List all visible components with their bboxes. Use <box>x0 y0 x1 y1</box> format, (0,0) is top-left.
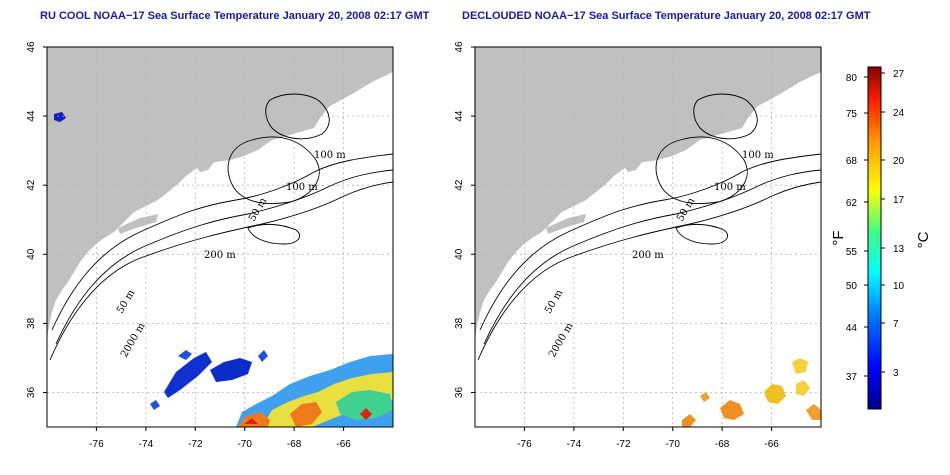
left-sst-green-region <box>336 390 393 420</box>
right-panel-title: DECLOUDED NOAA−17 Sea Surface Temperatur… <box>462 10 871 22</box>
right-sst-pixels <box>682 358 821 427</box>
left-y-tick-label: 38 <box>26 317 37 329</box>
fahrenheit-tick-label: 55 <box>846 247 858 258</box>
left-y-ticks <box>43 46 47 393</box>
left-cape-cod <box>196 158 214 172</box>
left-y-tick-label: 44 <box>26 110 37 122</box>
celsius-axis-label: °C <box>915 231 932 248</box>
right-contour-label-200m: 200 m <box>632 250 664 261</box>
right-y-ticks <box>471 46 475 393</box>
right-sst-yellow-patch-2 <box>792 358 810 396</box>
left-y-tick-label: 42 <box>26 179 37 191</box>
left-y-tick-labels: 46 44 42 40 38 36 <box>26 41 37 398</box>
right-y-tick-label: 42 <box>454 179 465 191</box>
left-x-ticks <box>95 427 345 431</box>
right-contour-label-100m-north: 100 m <box>742 150 774 161</box>
right-long-island <box>546 214 586 234</box>
left-x-tick-label: -68 <box>287 439 302 450</box>
right-x-tick-labels: -76 -74 -72 -70 -68 -66 <box>517 439 779 450</box>
left-bathymetry-contours <box>49 93 393 361</box>
right-x-tick-label: -76 <box>517 439 532 450</box>
left-x-tick-label: -72 <box>188 439 203 450</box>
left-x-tick-labels: -76 -74 -72 -70 -68 -66 <box>89 439 351 450</box>
right-y-tick-label: 38 <box>454 317 465 329</box>
left-y-tick-label: 36 <box>26 387 37 399</box>
right-y-tick-label: 46 <box>454 41 465 53</box>
right-x-tick-label: -74 <box>567 439 582 450</box>
left-y-tick-label: 40 <box>26 248 37 260</box>
celsius-tick-label: 20 <box>893 156 905 167</box>
right-land <box>475 47 821 340</box>
left-long-island <box>118 214 158 234</box>
left-sst-blue-band-1 <box>164 352 212 398</box>
right-x-tick-label: -68 <box>715 439 730 450</box>
right-y-tick-labels: 46 44 42 40 38 36 <box>454 41 465 398</box>
colorbar-fahrenheit-ticks <box>864 76 868 377</box>
right-gridlines <box>475 47 821 427</box>
left-panel-title: RU COOL NOAA−17 Sea Surface Temperature … <box>40 10 430 22</box>
celsius-tick-label: 7 <box>893 319 899 330</box>
fahrenheit-tick-label: 68 <box>846 156 858 167</box>
right-map-frame <box>474 46 822 428</box>
fahrenheit-axis-label: °F <box>830 230 847 245</box>
right-sst-yellow-patch-1 <box>764 384 786 404</box>
right-x-tick-label: -72 <box>616 439 631 450</box>
colorbar-fahrenheit-tick-labels: 80 75 68 62 55 50 44 37 <box>846 73 858 383</box>
fahrenheit-tick-label: 50 <box>846 281 858 292</box>
left-contour-label-100m-north: 100 m <box>314 150 346 161</box>
left-sst-orange-region <box>238 402 322 427</box>
right-y-tick-label: 36 <box>454 387 465 399</box>
right-x-tick-label: -66 <box>764 439 779 450</box>
left-x-tick-label: -76 <box>89 439 104 450</box>
left-x-tick-label: -66 <box>336 439 351 450</box>
celsius-tick-label: 13 <box>893 244 905 255</box>
left-y-tick-label: 46 <box>26 41 37 53</box>
celsius-tick-label: 24 <box>893 108 905 119</box>
celsius-tick-label: 27 <box>893 69 905 80</box>
right-y-tick-label: 40 <box>454 248 465 260</box>
fahrenheit-tick-label: 37 <box>846 372 858 383</box>
right-y-tick-label: 44 <box>454 110 465 122</box>
left-contour-label-200m: 200 m <box>204 250 236 261</box>
colorbar-gradient <box>867 66 882 410</box>
left-blue-pixel-cluster <box>54 112 66 122</box>
left-nova-scotia <box>300 60 393 110</box>
left-x-tick-label: -70 <box>237 439 252 450</box>
celsius-tick-label: 17 <box>893 195 905 206</box>
right-contour-label-100m-south: 100 m <box>714 182 746 193</box>
left-x-tick-label: -74 <box>139 439 154 450</box>
fahrenheit-tick-label: 44 <box>846 323 858 334</box>
fahrenheit-tick-label: 80 <box>846 73 858 84</box>
left-contour-label-100m-south: 100 m <box>286 182 318 193</box>
left-sst-blue-band-2 <box>210 358 252 382</box>
right-map-panel: 100 m 100 m 50 m 200 m 50 m 2000 m -76 <box>454 41 822 450</box>
colorbar-celsius-tick-labels: 27 24 20 17 13 10 7 3 <box>893 69 905 379</box>
right-x-ticks <box>523 427 773 431</box>
left-land <box>47 47 393 340</box>
right-bathymetry-contours <box>477 93 821 361</box>
right-sst-orange-patch <box>682 400 744 427</box>
left-map-panel: 100 m 100 m 50 m 200 m 50 m 2000 m -76 <box>26 41 394 450</box>
colorbar: 80 75 68 62 55 50 44 37 27 24 20 17 13 1… <box>830 66 932 410</box>
right-x-tick-label: -70 <box>665 439 680 450</box>
left-map-frame <box>46 46 394 428</box>
right-cape-cod <box>624 158 642 172</box>
fahrenheit-tick-label: 75 <box>846 109 858 120</box>
fahrenheit-tick-label: 62 <box>846 198 858 209</box>
celsius-tick-label: 10 <box>893 281 905 292</box>
right-nova-scotia <box>728 60 821 110</box>
left-sst-pixels <box>150 350 393 427</box>
colorbar-celsius-ticks <box>881 72 885 373</box>
celsius-tick-label: 3 <box>893 368 899 379</box>
